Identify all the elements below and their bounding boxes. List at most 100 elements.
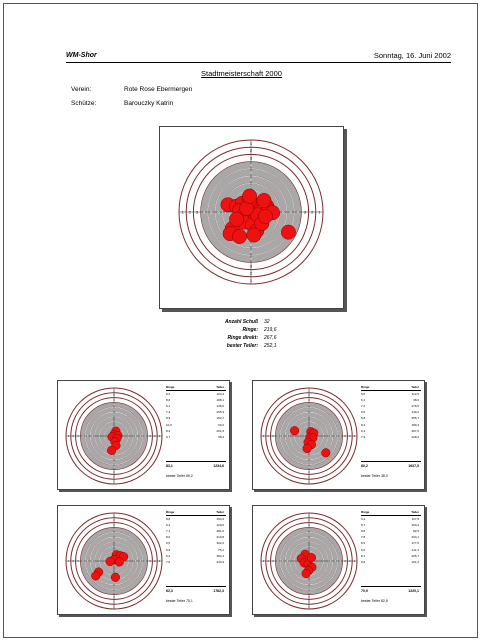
- series-table-row: 7,8 234,1: [361, 534, 421, 540]
- main-shot-32: [242, 188, 258, 204]
- main-ring-number: 6: [282, 209, 285, 214]
- club-value: Rote Rose Ebermergen: [124, 86, 193, 93]
- series-table-cell: 6,3: [361, 428, 366, 433]
- series-table-row: 9,8 82,5: [361, 528, 421, 534]
- series1-ring-number: 3: [149, 435, 151, 438]
- series2-ring-number: 4: [308, 466, 310, 469]
- series-table-cell: 297,6: [411, 428, 419, 433]
- series3-ring-number: 6: [113, 538, 115, 541]
- series3-ring-number: 5: [113, 586, 115, 589]
- series1-ring-number: 1: [113, 480, 115, 483]
- series-table-cell: 234,1: [411, 535, 419, 540]
- series-table-header: Ringe Teiler: [166, 509, 226, 517]
- series1-ring-number: 4: [145, 435, 147, 438]
- series-table-row: 6,1 38,0: [361, 397, 421, 403]
- series1-ring-number: 2: [154, 435, 156, 438]
- series-summary: 70,9 1220,1 bester Teiler 82,5: [361, 586, 421, 603]
- main-ring-number: 6: [250, 242, 253, 247]
- main-ring-number: 1: [318, 209, 321, 214]
- series2-ring-number: 4: [277, 435, 279, 438]
- series-table-cell: 276,5: [411, 404, 419, 409]
- series3-ring-number: 2: [113, 519, 115, 522]
- series-table-cell: 9,4: [361, 517, 366, 522]
- series-table-cell: 7,2: [361, 404, 366, 409]
- series-table-cell: 8,4: [361, 422, 366, 427]
- series-table-row: 9,0 140,2: [361, 409, 421, 415]
- series-table-cell: 152,7: [216, 416, 224, 421]
- series-table: Ringe Teiler 8,8 154,3 9,2 129,6 7,1 281,0 8,0 21…: [166, 509, 226, 565]
- series-table-cell: 9,0: [361, 547, 366, 552]
- series-table-header-cell: Ringe: [166, 385, 175, 389]
- series3-ring-number: 1: [113, 514, 115, 517]
- main-ring-number: 7: [250, 184, 253, 189]
- stat-label: bester Teiler:: [226, 343, 258, 349]
- series-table-header: Ringe Teiler: [361, 384, 421, 392]
- series-sum-teiler: 1220,1: [408, 589, 419, 593]
- series-table-row: 9,1 136,0: [166, 403, 226, 409]
- series2-ring-number: 6: [287, 435, 289, 438]
- series-table-row: 9,5 112,0: [361, 391, 421, 397]
- series-sum-teiler: 1637,5: [408, 464, 419, 468]
- series-table-cell: 9,1: [166, 404, 171, 409]
- series-table-row: 9,9 75,1: [166, 547, 226, 553]
- series2-ring-number: 4: [340, 435, 342, 438]
- series-table-cell: 9,6: [361, 559, 366, 564]
- series1-ring-number: 1: [159, 435, 161, 438]
- main-ring-number: 2: [250, 271, 253, 276]
- series-table-header-cell: Ringe: [361, 510, 370, 514]
- series1-ring-number: 1: [68, 435, 70, 438]
- series3-ring-number: 5: [113, 533, 115, 536]
- series-table-cell: 117,9: [411, 517, 419, 522]
- series4-ring-number: 5: [308, 533, 310, 536]
- series-table-cell: 101,2: [411, 559, 419, 564]
- series-table-row: 8,7 160,4: [361, 522, 421, 528]
- series1-ring-number: 5: [87, 435, 89, 438]
- series4-ring-number: 6: [330, 560, 332, 563]
- series2-shot-9: [321, 448, 331, 458]
- series4-ring-number: 2: [308, 601, 310, 604]
- series2-ring-number: 5: [282, 435, 284, 438]
- series1-ring-number: 4: [113, 404, 115, 407]
- series4-ring-number: 1: [263, 560, 265, 563]
- series4-ring-number: 3: [308, 596, 310, 599]
- stat-value: 252,1: [264, 343, 277, 349]
- series1-shot-8: [107, 445, 117, 455]
- series-table-cell: 384,4: [216, 553, 224, 558]
- series-table-cell: 9,9: [166, 547, 171, 552]
- series1-ring-number: 5: [113, 461, 115, 464]
- series4-ring-number: 5: [282, 560, 284, 563]
- series3-ring-number: 1: [68, 560, 70, 563]
- document-title: Stadtmeisterschaft 2000: [201, 69, 282, 78]
- series-table-cell: 210,8: [216, 535, 224, 540]
- series3-ring-number: 5: [140, 560, 142, 563]
- stat-label: Anzahl Schuß: [224, 319, 258, 325]
- series-table-cell: 123,4: [216, 392, 224, 397]
- series-table-cell: 188,1: [216, 398, 224, 403]
- series3-ring-number: 6: [113, 581, 115, 584]
- series-table-cell: 189,3: [411, 422, 419, 427]
- stat-label: Ringe direkt:: [227, 335, 258, 341]
- series-table-row: 5,2 384,4: [166, 553, 226, 559]
- series-best-teiler: bester Teiler 75,1: [166, 599, 193, 603]
- series-table-header-cell: Teiler: [411, 385, 419, 389]
- series3-ring-number: 3: [113, 596, 115, 599]
- series-card-1: 1 1 1 1 2 2 2 2 3 3 3 3 4 4 4 4 5 5 5 5 6 6 6 6 Ringe Teiler 9,3 12…: [57, 380, 230, 490]
- series2-ring-number: 3: [344, 435, 346, 438]
- series2-ring-number: 2: [268, 435, 270, 438]
- series-summary: 60,2 1637,5 bester Teiler 38,0: [361, 461, 421, 478]
- main-ring-number: 4: [250, 163, 253, 168]
- series-table-cell: 201,5: [216, 428, 224, 433]
- series-table-cell: 136,0: [216, 404, 224, 409]
- series2-shot-8: [302, 443, 312, 454]
- series-table-cell: 112,0: [411, 392, 419, 397]
- series-table-cell: 265,3: [216, 410, 224, 415]
- series-table-cell: 6,5: [166, 541, 171, 546]
- series-card-2: 1 1 1 1 2 2 2 2 3 3 3 3 4 4 4 4 5 5 5 5 6 6 6 6 Ringe Teiler 9,5 11…: [252, 380, 425, 490]
- stat-row: bester Teiler: 252,1: [190, 342, 310, 350]
- header-divider: [66, 62, 451, 63]
- main-ring-number: 5: [289, 209, 292, 214]
- main-target-card: 111122223333444455556666777788889999: [159, 126, 344, 309]
- series-table: Ringe Teiler 9,3 123,4 8,6 188,1 9,1 136,0 7,4 26…: [166, 384, 226, 440]
- main-ring-number: 5: [210, 209, 213, 214]
